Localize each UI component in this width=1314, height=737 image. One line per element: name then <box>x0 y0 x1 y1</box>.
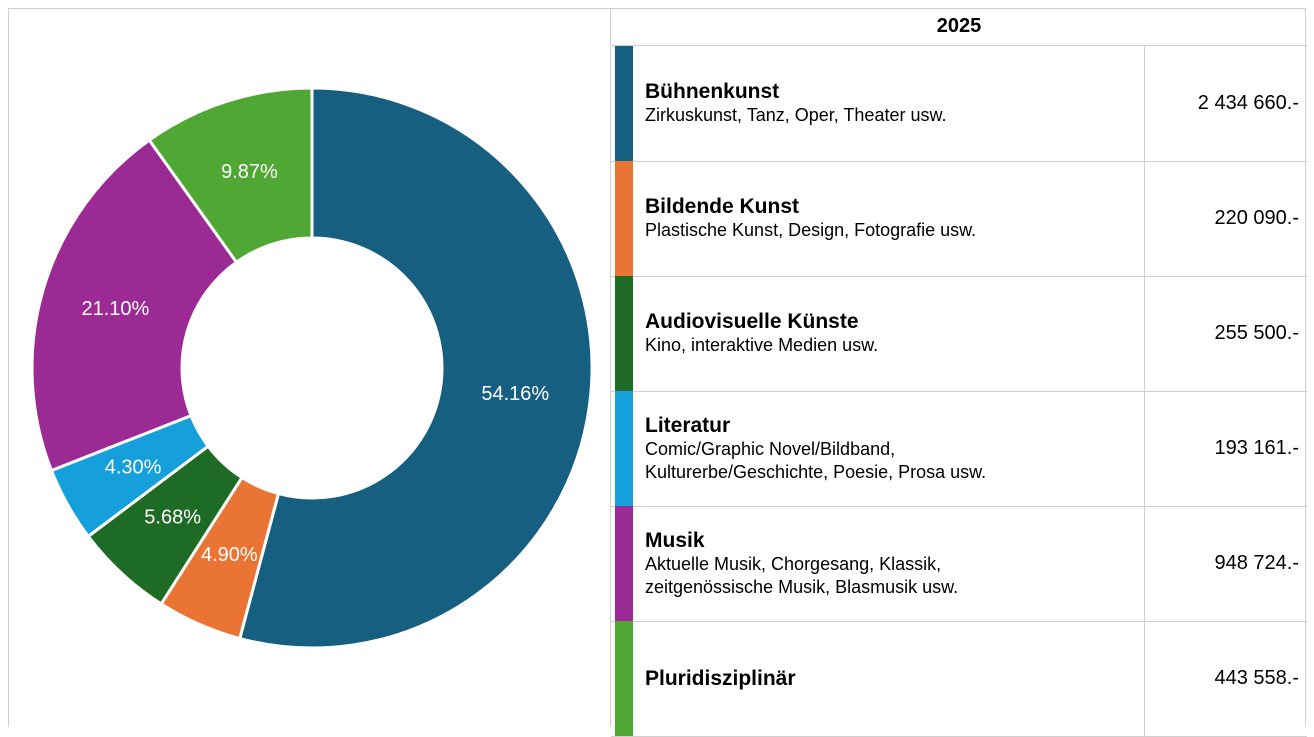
value-label: 4.30% <box>105 456 162 478</box>
table-row: Bildende Kunst Plastische Kunst, Design, … <box>611 161 1307 277</box>
table-row: Bühnenkunst Zirkuskunst, Tanz, Oper, Thea… <box>611 46 1307 162</box>
row-description: Kulturerbe/Geschichte, Poesie, Prosa usw… <box>645 461 987 482</box>
table-row: Musik Aktuelle Musik, Chorgesang, Klassik… <box>611 506 1307 622</box>
row-description: Aktuelle Musik, Chorgesang, Klassik, <box>645 553 942 574</box>
row-amount: 255 500.- <box>1144 276 1307 391</box>
color-swatch <box>615 276 633 391</box>
row-text: Bühnenkunst Zirkuskunst, Tanz, Oper, Thea… <box>645 46 1135 161</box>
row-title: Audiovisuelle Künste <box>645 310 859 333</box>
color-swatch <box>615 161 633 276</box>
row-amount: 2 434 660.- <box>1144 46 1307 161</box>
table-row: Pluridisziplinär 443 558.- <box>611 621 1307 737</box>
row-text: Literatur Comic/Graphic Novel/Bildband, Ku… <box>645 391 1135 506</box>
row-text: Musik Aktuelle Musik, Chorgesang, Klassik… <box>645 506 1135 621</box>
table-row: Audiovisuelle Künste Kino, interaktive Me… <box>611 276 1307 392</box>
value-label: 21.10% <box>82 298 150 320</box>
row-text: Pluridisziplinär <box>645 621 1135 736</box>
row-text: Audiovisuelle Künste Kino, interaktive Me… <box>645 276 1135 391</box>
row-amount: 193 161.- <box>1144 391 1307 506</box>
row-description: Kino, interaktive Medien usw. <box>645 335 879 355</box>
table-header: 2025 <box>611 8 1307 46</box>
row-title: Pluridisziplinär <box>645 666 796 690</box>
row-description: Comic/Graphic Novel/Bildband, <box>645 438 896 459</box>
value-label: 5.68% <box>144 507 201 529</box>
table-row: Literatur Comic/Graphic Novel/Bildband, Ku… <box>611 391 1307 507</box>
value-label: 4.90% <box>201 544 258 566</box>
slice <box>30 138 239 473</box>
row-title: Bühnenkunst <box>645 80 780 103</box>
row-title: Musik <box>645 528 705 552</box>
color-swatch <box>615 506 633 621</box>
row-amount: 443 558.- <box>1144 621 1307 736</box>
table: 2025 Bühnenkunst Zirkuskunst, Tanz, Oper,… <box>610 8 1307 737</box>
row-amount: 220 090.- <box>1144 161 1307 276</box>
color-swatch <box>615 621 633 736</box>
row-amount: 948 724.- <box>1144 506 1307 621</box>
color-swatch <box>615 46 633 161</box>
color-swatch <box>615 391 633 506</box>
value-label: 54.16% <box>481 383 549 405</box>
row-description: Zirkuskunst, Tanz, Oper, Theater usw. <box>645 105 947 125</box>
row-description: zeitgenössische Musik, Blasmusik usw. <box>645 576 959 597</box>
row-title: Bildende Kunst <box>645 195 800 218</box>
frame <box>8 8 1306 727</box>
row-title: Literatur <box>645 413 731 437</box>
slice <box>147 86 314 265</box>
slice <box>237 86 594 650</box>
donut-chart: 54.16% 4.90%5.68% 4.30% 21.10% 9.87% <box>30 86 594 650</box>
row-text: Bildende Kunst Plastische Kunst, Design, … <box>645 161 1135 276</box>
value-label: 9.87% <box>221 161 278 183</box>
row-description: Plastische Kunst, Design, Fotografie usw… <box>645 220 977 240</box>
